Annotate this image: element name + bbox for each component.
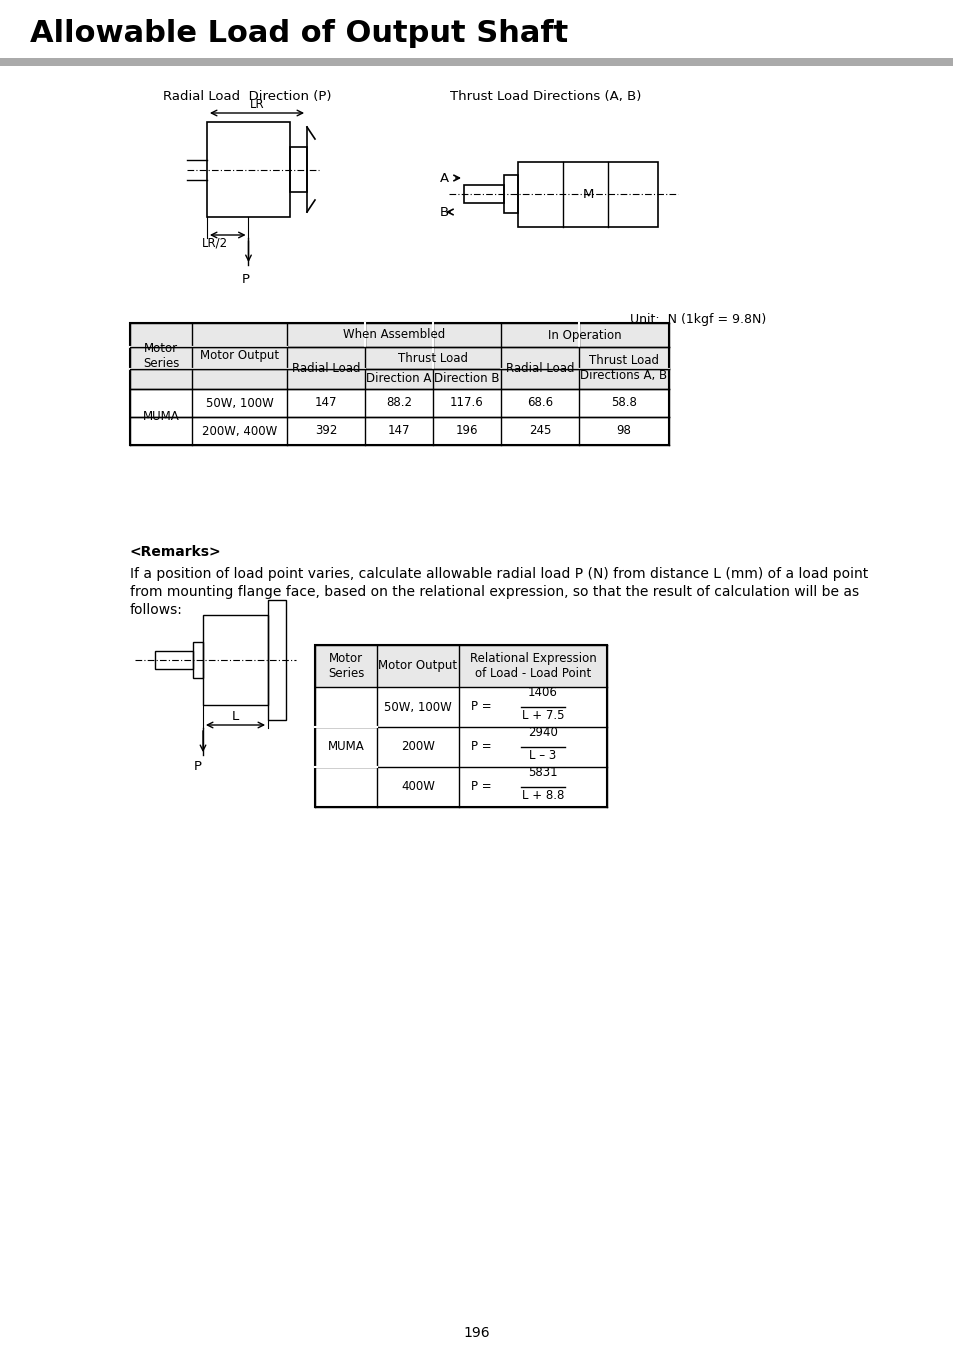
- Bar: [287, 323, 500, 347]
- Bar: [203, 615, 268, 705]
- Bar: [517, 162, 658, 227]
- Text: Motor Output: Motor Output: [200, 350, 279, 362]
- Text: B: B: [439, 205, 449, 219]
- Bar: [130, 323, 668, 444]
- Text: from mounting flange face, based on the relational expression, so that the resul: from mounting flange face, based on the …: [130, 585, 859, 598]
- Text: Thrust Load
Directions A, B: Thrust Load Directions A, B: [579, 354, 667, 382]
- Text: 1406: 1406: [528, 686, 558, 698]
- Bar: [433, 369, 500, 389]
- Bar: [130, 323, 192, 389]
- Text: P =: P =: [471, 700, 491, 712]
- Bar: [207, 122, 290, 218]
- Bar: [0, 58, 953, 66]
- Text: Radial Load: Radial Load: [292, 362, 360, 374]
- Text: 5831: 5831: [528, 766, 558, 780]
- Text: 400W: 400W: [400, 781, 435, 793]
- Text: 50W, 100W: 50W, 100W: [206, 396, 274, 409]
- Bar: [290, 147, 307, 192]
- Text: <Remarks>: <Remarks>: [130, 544, 221, 559]
- Text: Motor Output: Motor Output: [378, 659, 457, 673]
- Text: 196: 196: [456, 424, 477, 438]
- Bar: [503, 176, 517, 213]
- Bar: [287, 347, 365, 389]
- Text: 2940: 2940: [528, 725, 558, 739]
- Text: Motor
Series: Motor Series: [328, 653, 364, 680]
- Bar: [500, 323, 668, 347]
- Bar: [578, 347, 668, 389]
- Text: MUMA: MUMA: [143, 411, 179, 423]
- Bar: [130, 323, 668, 444]
- Text: P =: P =: [471, 780, 491, 793]
- Text: Unit:  N (1kgf = 9.8N): Unit: N (1kgf = 9.8N): [629, 313, 765, 326]
- Text: follows:: follows:: [130, 603, 183, 617]
- Bar: [314, 644, 606, 807]
- Bar: [193, 642, 203, 678]
- Text: 68.6: 68.6: [526, 396, 553, 409]
- Text: Motor
Series: Motor Series: [143, 342, 179, 370]
- Text: P: P: [241, 273, 250, 286]
- Bar: [365, 347, 500, 369]
- Bar: [192, 323, 287, 389]
- Text: Relational Expression
of Load - Load Point: Relational Expression of Load - Load Poi…: [469, 653, 596, 680]
- Text: 88.2: 88.2: [386, 396, 412, 409]
- Text: Thrust Load: Thrust Load: [397, 351, 468, 365]
- Text: When Assembled: When Assembled: [342, 328, 445, 342]
- Text: P: P: [193, 761, 202, 773]
- Bar: [154, 651, 193, 669]
- Text: 98: 98: [616, 424, 631, 438]
- Text: In Operation: In Operation: [548, 328, 621, 342]
- Text: Direction A: Direction A: [366, 373, 432, 385]
- Text: MUMA: MUMA: [327, 740, 364, 754]
- Text: 117.6: 117.6: [450, 396, 483, 409]
- Text: L + 8.8: L + 8.8: [521, 789, 563, 802]
- Text: 245: 245: [528, 424, 551, 438]
- Text: Radial Load  Direction (P): Radial Load Direction (P): [163, 91, 331, 103]
- Text: If a position of load point varies, calculate allowable radial load P (N) from d: If a position of load point varies, calc…: [130, 567, 867, 581]
- Text: L: L: [232, 711, 239, 723]
- Text: 58.8: 58.8: [611, 396, 637, 409]
- Bar: [463, 185, 503, 203]
- Text: 200W, 400W: 200W, 400W: [202, 424, 276, 438]
- Text: Radial Load: Radial Load: [505, 362, 574, 374]
- Text: P =: P =: [471, 739, 491, 753]
- Text: Direction B: Direction B: [434, 373, 499, 385]
- Bar: [314, 644, 606, 807]
- Bar: [500, 347, 578, 389]
- Text: 196: 196: [463, 1325, 490, 1340]
- Text: 200W: 200W: [400, 740, 435, 754]
- Text: LR/2: LR/2: [202, 236, 228, 250]
- Bar: [314, 644, 606, 688]
- Text: L – 3: L – 3: [529, 748, 556, 762]
- Text: Thrust Load Directions (A, B): Thrust Load Directions (A, B): [450, 91, 640, 103]
- Text: L + 7.5: L + 7.5: [521, 709, 563, 721]
- Text: A: A: [439, 172, 449, 185]
- Text: 147: 147: [314, 396, 337, 409]
- Bar: [268, 600, 286, 720]
- Text: Allowable Load of Output Shaft: Allowable Load of Output Shaft: [30, 19, 568, 49]
- Bar: [365, 369, 433, 389]
- Text: 147: 147: [387, 424, 410, 438]
- Text: LR: LR: [250, 99, 264, 111]
- Text: 392: 392: [314, 424, 336, 438]
- Text: 50W, 100W: 50W, 100W: [384, 701, 452, 713]
- Text: M: M: [581, 188, 593, 201]
